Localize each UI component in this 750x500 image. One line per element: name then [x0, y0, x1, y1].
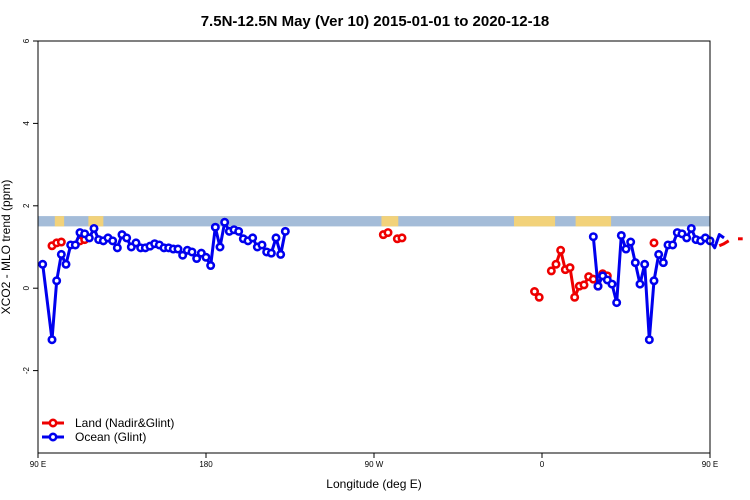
x-tick-label: 90 E: [702, 460, 718, 469]
data-point: [668, 240, 678, 250]
data-point: [206, 261, 216, 271]
land-ocean-mask: [38, 216, 710, 227]
data-point: [649, 238, 659, 248]
data-point: [649, 276, 659, 286]
data-point: [220, 217, 230, 227]
data-point: [84, 233, 94, 243]
data-point: [178, 250, 188, 260]
ocean-band: [38, 216, 710, 227]
land-patch: [88, 216, 104, 227]
x-tick-label: 0: [540, 460, 545, 469]
data-point: [257, 240, 267, 250]
x-axis-label: Longitude (deg E): [326, 477, 421, 491]
data-point: [248, 233, 258, 243]
x-axis: 90 E 180 90 W 0 90 E: [30, 453, 718, 469]
data-point: [89, 223, 99, 233]
y-axis-label: XCO2 - MLO trend (ppm): [0, 180, 13, 315]
data-point: [630, 258, 640, 268]
data-point: [607, 279, 617, 289]
legend: Land (Nadir&Glint)Ocean (Glint): [42, 416, 174, 444]
data-point: [56, 249, 66, 259]
data-point: [52, 276, 62, 286]
data-point: [173, 244, 183, 254]
data-point: [551, 259, 561, 269]
data-point: [234, 226, 244, 236]
data-point: [122, 233, 132, 243]
land-patch: [381, 216, 399, 227]
data-point: [644, 335, 654, 345]
data-point: [534, 292, 544, 302]
x-tick-label: 90 W: [365, 460, 384, 469]
data-point: [56, 237, 66, 247]
data-point: [593, 281, 603, 291]
legend-label: Land (Nadir&Glint): [75, 416, 174, 430]
data-point: [546, 266, 556, 276]
data-point: [616, 230, 626, 240]
data-point: [654, 249, 664, 259]
data-point: [686, 223, 696, 233]
land-patch: [514, 216, 556, 227]
legend-marker: [48, 432, 58, 442]
data-point: [187, 247, 197, 257]
data-point: [570, 292, 580, 302]
y-tick-label: 4: [22, 121, 31, 126]
y-tick-label: -2: [22, 366, 31, 374]
data-point: [530, 286, 540, 296]
data-point: [192, 254, 202, 264]
x-tick-label: 90 E: [30, 460, 46, 469]
data-point: [271, 233, 281, 243]
data-point: [621, 244, 631, 254]
data-point: [626, 237, 636, 247]
legend-label: Ocean (Glint): [75, 430, 146, 444]
data-point: [612, 298, 622, 308]
data-point: [61, 259, 71, 269]
x-tick-label: 180: [199, 460, 213, 469]
data-point: [635, 279, 645, 289]
data-point: [215, 242, 225, 252]
data-point: [210, 222, 220, 232]
data-point: [565, 263, 575, 273]
chart-title: 7.5N-12.5N May (Ver 10) 2015-01-01 to 20…: [201, 13, 550, 30]
series-ocean: [38, 217, 725, 345]
land-patch: [54, 216, 65, 227]
data-point: [588, 232, 598, 242]
series-layer: [38, 217, 743, 345]
y-tick-label: 6: [22, 38, 31, 43]
data-point: [658, 258, 668, 268]
data-point: [112, 243, 122, 253]
data-point: [276, 249, 286, 259]
legend-marker: [48, 418, 58, 428]
data-point: [280, 226, 290, 236]
data-point: [682, 233, 692, 243]
data-point: [201, 252, 211, 262]
data-point: [640, 259, 650, 269]
data-point: [266, 248, 276, 258]
data-point: [397, 233, 407, 243]
data-point: [47, 335, 57, 345]
y-tick-label: 2: [22, 203, 31, 208]
data-point: [588, 274, 598, 284]
data-point: [579, 280, 589, 290]
data-point: [131, 238, 141, 248]
series-line: [718, 239, 730, 248]
data-point: [38, 259, 48, 269]
y-tick-label: 0: [22, 285, 31, 290]
data-point: [556, 245, 566, 255]
land-patch: [575, 216, 612, 227]
data-point: [70, 240, 80, 250]
y-axis: -2 0 2 4 6: [22, 38, 38, 374]
data-point: [108, 236, 118, 246]
data-point: [383, 228, 393, 238]
